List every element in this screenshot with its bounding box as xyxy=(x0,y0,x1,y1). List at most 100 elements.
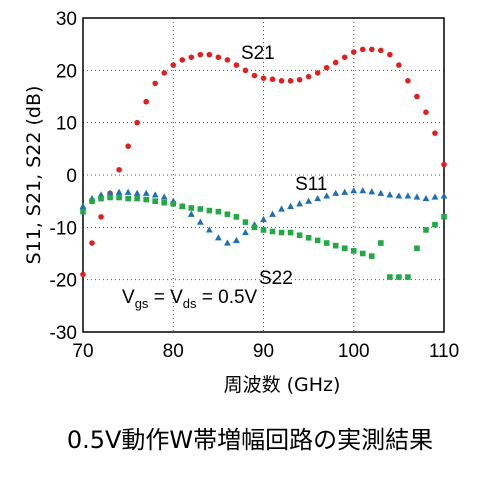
data-point xyxy=(160,193,168,200)
data-point xyxy=(332,59,339,66)
data-point xyxy=(197,51,204,58)
data-point xyxy=(395,192,403,199)
data-point xyxy=(205,226,213,233)
data-point xyxy=(278,229,285,236)
series-s22 xyxy=(80,194,447,280)
data-point xyxy=(251,224,258,231)
data-point xyxy=(422,194,430,202)
data-point xyxy=(269,210,276,217)
data-point xyxy=(214,234,222,241)
y-tick-labels: -30 -20 -10 0 10 20 30 xyxy=(50,9,77,344)
data-point xyxy=(269,228,276,235)
data-point xyxy=(116,166,122,173)
data-point xyxy=(196,218,204,225)
data-point xyxy=(305,73,312,80)
figure-caption: 0.5V動作W帯増幅回路の実測結果 xyxy=(66,426,434,454)
data-point xyxy=(107,194,113,201)
data-point xyxy=(305,235,312,241)
y-tick-label: -30 xyxy=(50,323,77,344)
data-point xyxy=(369,46,375,53)
condition-sub-ds: ds xyxy=(183,296,197,311)
data-point xyxy=(359,46,366,53)
y-axis-label: S11, S21, S22 (dB) xyxy=(23,86,45,265)
condition-middle: = V xyxy=(148,287,183,308)
data-point xyxy=(387,274,393,280)
data-point xyxy=(396,274,402,280)
data-point xyxy=(134,195,140,202)
data-point xyxy=(378,240,384,246)
data-point xyxy=(242,219,249,225)
data-point xyxy=(134,119,140,126)
data-point xyxy=(89,240,95,246)
data-point xyxy=(414,245,420,252)
data-point xyxy=(161,199,168,206)
data-point xyxy=(296,232,303,238)
data-point xyxy=(206,207,213,214)
data-point xyxy=(350,248,357,254)
data-point xyxy=(431,193,439,200)
data-point xyxy=(233,236,240,244)
data-point xyxy=(369,253,375,259)
data-point xyxy=(125,195,131,202)
y-tick-label: 20 xyxy=(56,61,77,82)
y-tick-label: -10 xyxy=(50,218,77,239)
data-point xyxy=(80,208,86,215)
data-point xyxy=(242,67,249,74)
condition-v1: V xyxy=(122,287,135,308)
data-point xyxy=(79,202,87,209)
data-point xyxy=(187,210,195,217)
plot-frame xyxy=(82,17,445,333)
data-point xyxy=(133,189,141,196)
data-point xyxy=(179,203,186,210)
data-point xyxy=(80,271,86,278)
x-tick-labels: 70 80 90 100 110 xyxy=(72,341,459,362)
data-point xyxy=(215,54,222,61)
series-label-s22: S22 xyxy=(259,268,293,289)
data-point xyxy=(432,221,438,228)
data-point xyxy=(441,161,447,168)
data-point xyxy=(179,57,186,63)
data-point xyxy=(170,62,177,68)
data-point xyxy=(368,188,376,195)
data-point xyxy=(305,197,313,204)
data-point xyxy=(161,70,168,76)
data-point xyxy=(233,62,240,68)
data-point xyxy=(359,187,367,194)
data-point xyxy=(152,80,158,87)
data-point xyxy=(404,192,412,199)
data-point xyxy=(89,198,95,204)
data-point xyxy=(142,189,150,196)
data-point xyxy=(387,51,393,58)
data-point xyxy=(260,215,267,223)
data-point xyxy=(287,229,294,236)
series-label-s11: S11 xyxy=(295,174,327,195)
series-labels: S21 S11 S22 xyxy=(241,43,328,289)
x-tick-label: 100 xyxy=(338,341,370,362)
data-point xyxy=(414,93,420,100)
x-tick-label: 90 xyxy=(253,341,274,362)
data-point xyxy=(432,130,438,136)
series-label-s21: S21 xyxy=(241,43,275,64)
x-axis-label: 周波数 (GHz) xyxy=(224,374,341,396)
data-point xyxy=(350,187,358,194)
data-point xyxy=(296,200,303,207)
data-markers xyxy=(79,46,448,280)
data-point xyxy=(260,227,267,233)
x-tick-label: 80 xyxy=(163,341,184,362)
series-s21 xyxy=(80,46,447,278)
data-point xyxy=(151,191,159,198)
data-point xyxy=(98,195,104,202)
data-point xyxy=(377,189,385,196)
data-point xyxy=(287,78,294,84)
data-point xyxy=(143,98,149,105)
y-tick-label: 0 xyxy=(66,166,77,187)
data-point xyxy=(233,214,240,220)
data-point xyxy=(116,194,122,201)
data-point xyxy=(314,237,321,244)
data-point xyxy=(314,194,322,202)
condition-value: = 0.5V xyxy=(196,287,257,308)
data-point xyxy=(269,76,276,83)
data-point xyxy=(115,188,123,195)
data-point xyxy=(386,191,394,198)
